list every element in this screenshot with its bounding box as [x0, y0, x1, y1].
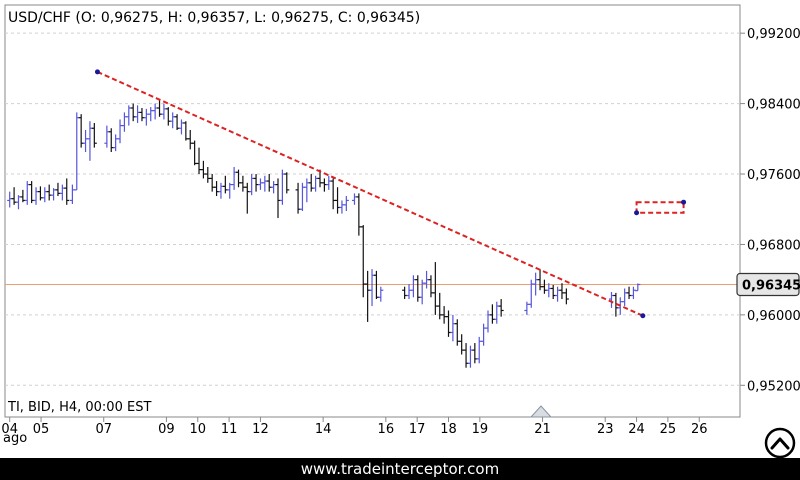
chevron-up-icon — [770, 437, 790, 450]
x-tick-label: 16 — [378, 422, 395, 437]
price-chart[interactable]: 0,95200 0,96000 0,96800 0,97600 0,98400 0,992… — [0, 0, 800, 458]
x-tick-label: 19 — [472, 422, 489, 437]
ohlc-bar — [378, 286, 384, 302]
triangle-up-icon[interactable] — [529, 405, 553, 418]
grid-lines — [5, 32, 740, 386]
x-tick-label: 23 — [597, 422, 614, 437]
ohlc-bar — [91, 122, 97, 148]
ohlc-bar — [563, 288, 569, 305]
last-price-label: 0,96345 — [742, 279, 800, 294]
y-tick-label: 0,98400 — [747, 98, 800, 113]
ohlc-bar — [498, 299, 504, 317]
x-tick-label: 17 — [409, 422, 426, 437]
x-tick-label: 24 — [628, 422, 645, 437]
footer-url[interactable]: www.tradeinterceptor.com — [0, 458, 800, 480]
x-tick-label: 26 — [691, 422, 708, 437]
x-tick-label: 18 — [440, 422, 457, 437]
chart-info: TI, BID, H4, 00:00 EST — [7, 400, 151, 415]
y-axis: 0,95200 0,96000 0,96800 0,97600 0,98400 0,992… — [736, 27, 800, 394]
current-time-marker[interactable] — [529, 405, 553, 418]
ohlc-bar — [64, 178, 70, 205]
x-tick-label: 04 — [1, 422, 18, 437]
x-tick-label: 09 — [158, 422, 175, 437]
x-tick-label: 14 — [315, 422, 332, 437]
x-tick-label: 07 — [95, 422, 112, 437]
scroll-up-button-circle[interactable] — [764, 427, 796, 458]
rectangle-corner-handle — [681, 199, 687, 205]
x-tick-label: 25 — [660, 422, 677, 437]
last-price-box — [736, 272, 800, 297]
x-tick-label: 05 — [33, 422, 50, 437]
y-tick-label: 0,96000 — [747, 309, 800, 324]
y-tick-label: 0,96800 — [747, 238, 800, 253]
trendline — [97, 70, 644, 317]
ohlc-bars — [7, 99, 641, 368]
rectangle-corner-handle — [634, 210, 640, 216]
trendline-end-handle — [640, 313, 646, 319]
ohlc-bar — [284, 172, 290, 194]
x-tick-label: 10 — [189, 422, 206, 437]
month-label: ago — [3, 431, 27, 446]
x-tick-label: 21 — [534, 422, 551, 437]
trendline-start-handle — [94, 69, 100, 75]
plot-area — [4, 4, 741, 418]
drawings[interactable] — [94, 69, 687, 319]
rectangle-drawing — [635, 201, 685, 214]
x-tick-label: 11 — [221, 422, 238, 437]
y-tick-label: 0,95200 — [747, 379, 800, 394]
scroll-up-button[interactable] — [764, 427, 796, 458]
y-tick-label: 0,97600 — [747, 168, 800, 183]
x-tick-label: 12 — [252, 422, 269, 437]
y-tick-label: 0,99200 — [747, 27, 800, 42]
x-axis: 04 05 07 09 10 11 12 14 16 17 18 19 21 23 24 25 26 — [1, 417, 708, 437]
ohlc-bar — [635, 283, 641, 292]
chart-title: USD/CHF (O: 0,96275, H: 0,96357, L: 0,96… — [8, 10, 420, 26]
ohlc-bar — [343, 196, 349, 211]
